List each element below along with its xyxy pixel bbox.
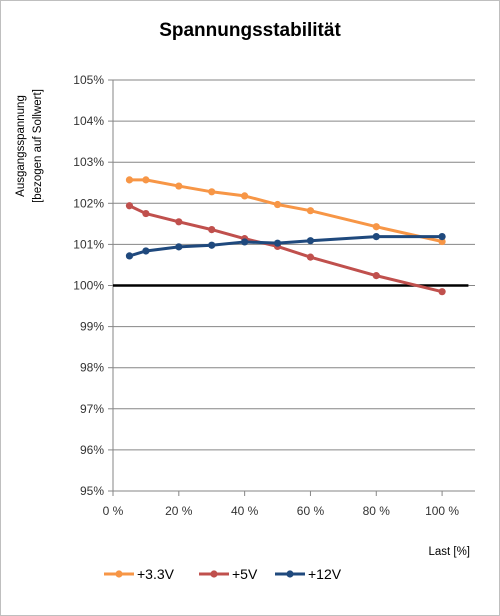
data-point: [372, 272, 380, 280]
axes: [108, 79, 475, 496]
data-point: [306, 237, 315, 245]
legend-swatch-marker: [286, 570, 294, 578]
series-12v: [125, 232, 446, 260]
data-point: [438, 288, 446, 296]
data-point: [208, 241, 216, 249]
data-point: [372, 232, 380, 241]
tick-labels: 95% 96% 97% 98% 99% 100% 101% 102% 103% 104% 105% 0…: [73, 73, 459, 518]
x-tick-label: 60 %: [297, 504, 325, 518]
x-tick-label: 40 %: [231, 504, 259, 518]
data-point: [208, 188, 216, 196]
data-point: [306, 253, 315, 261]
data-point: [208, 226, 216, 234]
y-tick-label: 96%: [80, 443, 104, 457]
data-point: [125, 176, 134, 184]
data-point: [438, 237, 446, 246]
y-tick-label: 105%: [73, 73, 104, 87]
y-tick-label: 98%: [80, 361, 104, 375]
y-axis-label: Ausgangsspannung [bezogen auf Sollwert]: [15, 89, 44, 203]
data-point: [142, 176, 150, 184]
data-point: [372, 223, 380, 231]
x-tick-label: 100 %: [425, 504, 459, 518]
y-tick-label: 101%: [73, 237, 104, 251]
y-axis-label-line-2: [bezogen auf Sollwert]: [32, 89, 44, 203]
data-point: [142, 209, 150, 218]
y-tick-label: 95%: [80, 484, 104, 498]
y-tick-label: 103%: [73, 155, 104, 169]
y-tick-label: 104%: [73, 114, 104, 128]
legend: +3.3V +5V +12V: [104, 566, 342, 582]
data-point: [125, 252, 134, 260]
y-tick-label: 100%: [73, 279, 104, 293]
x-tick-label: 0 %: [103, 504, 124, 518]
data-point: [273, 200, 282, 209]
data-point: [175, 243, 183, 251]
series-group: [125, 176, 446, 296]
data-point: [241, 238, 249, 246]
x-tick-label: 80 %: [363, 504, 391, 518]
x-axis-label: Last [%]: [428, 546, 470, 558]
series-3-3v: [125, 176, 446, 246]
y-tick-label: 97%: [80, 402, 104, 416]
legend-swatch-marker: [210, 570, 218, 578]
y-axis-label-line-1: Ausgangsspannung: [15, 95, 27, 197]
legend-label: +3.3V: [137, 566, 175, 582]
legend-label: +12V: [308, 566, 342, 582]
y-tick-label: 102%: [73, 196, 104, 210]
data-point: [273, 239, 282, 247]
data-point: [438, 232, 446, 241]
x-tick-label: 20 %: [165, 504, 193, 518]
data-point: [306, 207, 315, 215]
data-point: [125, 202, 134, 210]
data-point: [175, 218, 183, 226]
series-line: [129, 178, 443, 243]
data-point: [241, 192, 249, 200]
legend-label: +5V: [232, 566, 258, 582]
y-tick-label: 99%: [80, 320, 104, 334]
chart-title: Spannungsstabilität: [159, 20, 341, 41]
data-point: [142, 247, 150, 255]
data-point: [175, 182, 183, 190]
legend-swatch-marker: [115, 570, 123, 578]
